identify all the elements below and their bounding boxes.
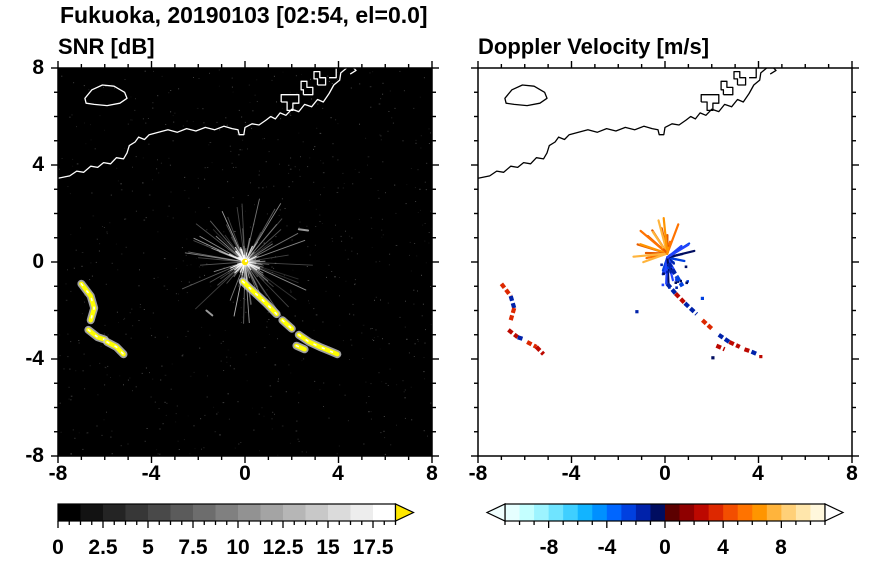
x-tick-dop-4: 4 [752,462,764,485]
snr-colorbar [57,503,415,528]
panel-title-doppler: Doppler Velocity [m/s] [478,34,710,59]
x-tick-dop-m4: -4 [561,462,581,485]
cb-dop-label-m8: -8 [539,536,559,559]
cb-snr-label-0: 0 [52,536,64,559]
cb-snr-label-12p5: 12.5 [262,536,304,559]
y-tick-label-4: 4 [32,153,44,176]
cb-dop-label-0: 0 [659,536,671,559]
doppler-radar-plot [471,61,859,463]
x-tick-snr-m4: -4 [141,462,161,485]
x-tick-dop-8: 8 [846,462,858,485]
doppler-colorbar [485,503,845,528]
cb-snr-label-2p5: 2.5 [88,536,118,559]
y-tick-label-0: 0 [32,250,44,273]
cb-dop-label-8: 8 [775,536,787,559]
x-tick-dop-0: 0 [659,462,671,485]
cb-dop-label-m4: -4 [597,536,617,559]
x-tick-snr-0: 0 [239,462,251,485]
figure-title: Fukuoka, 20190103 [02:54, el=0.0] [60,2,428,28]
y-tick-label-m4: -4 [25,347,44,370]
x-tick-snr-m8: -8 [48,462,68,485]
cb-snr-label-7p5: 7.5 [178,536,208,559]
y-tick-label-8: 8 [32,56,44,79]
cb-snr-label-17p5: 17.5 [352,536,394,559]
cb-snr-label-15: 15 [316,536,340,559]
panel-title-snr: SNR [dB] [58,34,155,59]
cb-snr-label-5: 5 [142,536,154,559]
y-tick-label-m8: -8 [25,444,44,467]
x-tick-snr-4: 4 [332,462,344,485]
x-tick-snr-8: 8 [426,462,438,485]
x-tick-dop-m8: -8 [468,462,488,485]
cb-dop-label-4: 4 [717,536,729,559]
cb-snr-label-10: 10 [226,536,250,559]
snr-radar-plot [51,61,439,463]
